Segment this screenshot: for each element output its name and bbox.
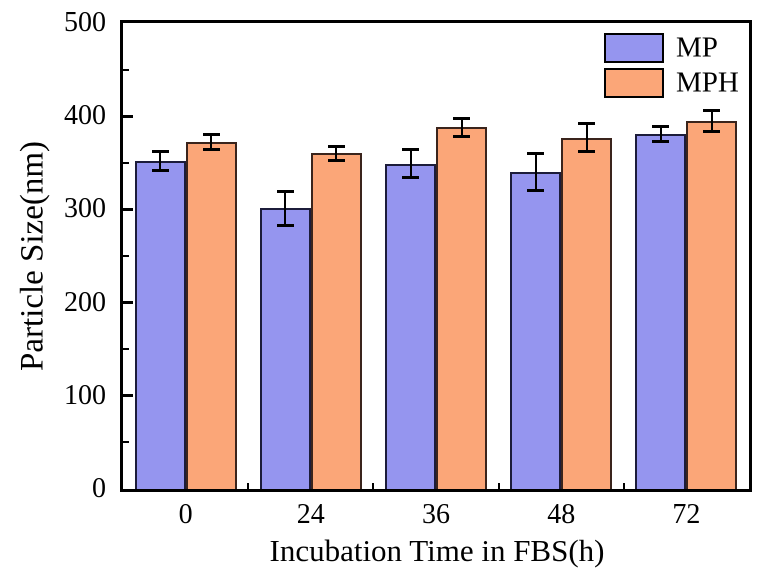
y-axis-minor-tick <box>123 255 129 257</box>
bar-mp-72h <box>635 133 687 489</box>
bar-mp-36h <box>385 163 436 489</box>
error-bar-cap-bottom <box>652 139 670 143</box>
error-bar-stem <box>534 153 537 191</box>
bar-mp-48h <box>510 172 562 489</box>
error-bar-stem <box>210 134 213 150</box>
x-axis-minor-tick <box>622 483 625 489</box>
error-bar-stem <box>335 146 338 160</box>
legend-label-mph: MPH <box>676 66 739 99</box>
x-axis-minor-tick <box>497 483 500 489</box>
error-bar-stem <box>284 191 287 226</box>
x-axis-tick-label: 36 <box>422 499 450 530</box>
error-bar-cap-bottom <box>578 150 596 154</box>
y-axis-tick-label: 0 <box>92 473 106 504</box>
error-bar-cap-top <box>276 190 294 194</box>
bar-mph-48h <box>561 137 613 489</box>
y-axis-tick-label: 100 <box>64 379 106 411</box>
bar-mph-72h <box>686 120 738 489</box>
y-axis-major-tick <box>123 114 133 118</box>
error-bar-cap-bottom <box>327 158 345 162</box>
y-axis-tick-label: 200 <box>64 286 106 318</box>
y-axis-minor-tick <box>123 68 129 71</box>
bar-mph-36h <box>436 127 487 489</box>
x-axis-tick-label: 24 <box>296 499 325 530</box>
error-bar-cap-top <box>327 145 345 149</box>
bar-mph-24h <box>310 153 362 489</box>
x-axis-tick-label: 0 <box>178 499 193 530</box>
y-axis-tick-label: 300 <box>64 193 106 225</box>
y-axis-major-tick <box>123 301 133 305</box>
x-axis-minor-tick <box>247 483 250 489</box>
plot-area: MP MPH <box>120 20 752 492</box>
y-axis-major-tick <box>123 207 133 211</box>
error-bar-stem <box>585 123 588 152</box>
legend-swatch-mp <box>604 33 664 63</box>
error-bar-cap-top <box>652 124 670 128</box>
error-bar-cap-bottom <box>151 168 169 172</box>
error-bar-cap-bottom <box>402 176 419 180</box>
error-bar-cap-top <box>453 116 470 120</box>
y-axis-tick-label: 400 <box>64 100 106 132</box>
x-axis-title: Incubation Time in FBS(h) <box>269 533 605 568</box>
error-bar-cap-bottom <box>202 148 220 152</box>
error-bar-cap-top <box>527 151 545 155</box>
x-axis-minor-tick <box>372 483 375 489</box>
error-bar-cap-bottom <box>276 223 294 227</box>
error-bar-stem <box>159 151 162 171</box>
bar-mph-0h <box>185 142 237 489</box>
error-bar-cap-bottom <box>527 189 545 193</box>
error-bar-cap-bottom <box>453 135 470 139</box>
y-axis-minor-tick <box>123 161 129 164</box>
error-bar-cap-top <box>202 133 220 137</box>
error-bar-cap-top <box>151 150 169 154</box>
error-bar-stem <box>460 118 463 137</box>
y-axis-title: Particle Size(nm) <box>14 140 51 372</box>
y-axis-minor-tick <box>123 348 129 351</box>
y-axis-tick-label: 500 <box>64 7 106 38</box>
error-bar-stem <box>409 149 412 178</box>
bar-mp-24h <box>259 208 311 489</box>
error-bar-cap-bottom <box>703 129 721 133</box>
legend-swatch-mph <box>604 68 664 98</box>
x-axis-tick-label: 72 <box>672 499 701 530</box>
error-bar-cap-top <box>703 109 721 113</box>
error-bar-stem <box>659 126 662 142</box>
bar-mp-0h <box>134 160 186 489</box>
error-bar-stem <box>710 110 713 132</box>
error-bar-cap-top <box>402 148 419 152</box>
y-axis-major-tick <box>123 394 133 398</box>
y-axis-minor-tick <box>123 441 129 444</box>
legend-label-mp: MP <box>676 31 718 64</box>
x-axis-tick-label: 48 <box>547 499 576 530</box>
error-bar-cap-top <box>578 122 596 126</box>
